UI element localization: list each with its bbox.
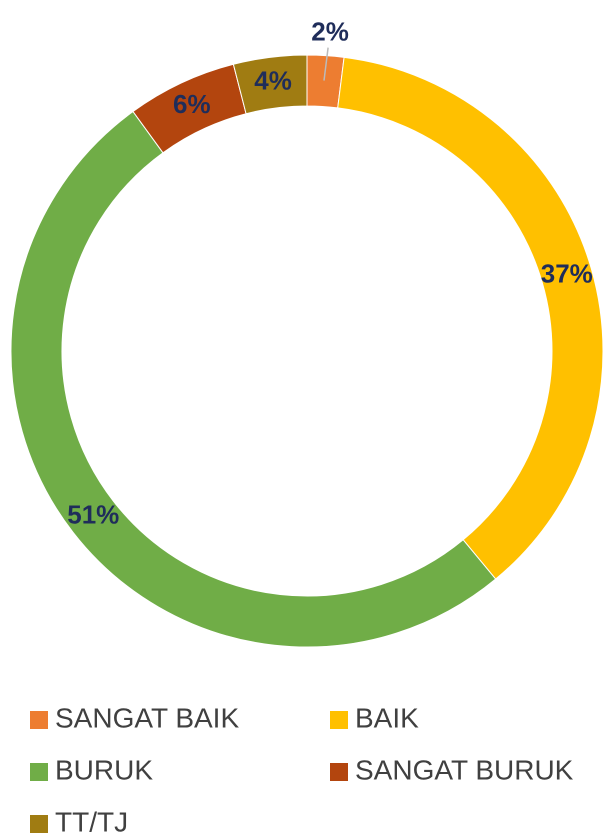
data-label: 2% <box>311 16 349 46</box>
legend-label: BAIK <box>355 702 419 733</box>
donut-slice <box>10 110 497 648</box>
data-label: 51% <box>67 500 119 530</box>
legend-swatch <box>30 815 48 833</box>
legend-swatch <box>30 763 48 781</box>
donut-slice <box>337 56 604 580</box>
data-label: 4% <box>254 66 292 96</box>
legend-label: BURUK <box>55 754 153 785</box>
legend-label: SANGAT BAIK <box>55 702 239 733</box>
donut-slice <box>232 54 308 115</box>
leader-line <box>323 47 329 81</box>
legend-swatch <box>30 711 48 729</box>
data-label: 37% <box>541 258 593 288</box>
legend-label: TT/TJ <box>55 806 128 837</box>
legend-label: SANGAT BURUK <box>355 754 574 785</box>
data-label: 6% <box>173 89 211 119</box>
legend-swatch <box>330 763 348 781</box>
legend-swatch <box>330 711 348 729</box>
